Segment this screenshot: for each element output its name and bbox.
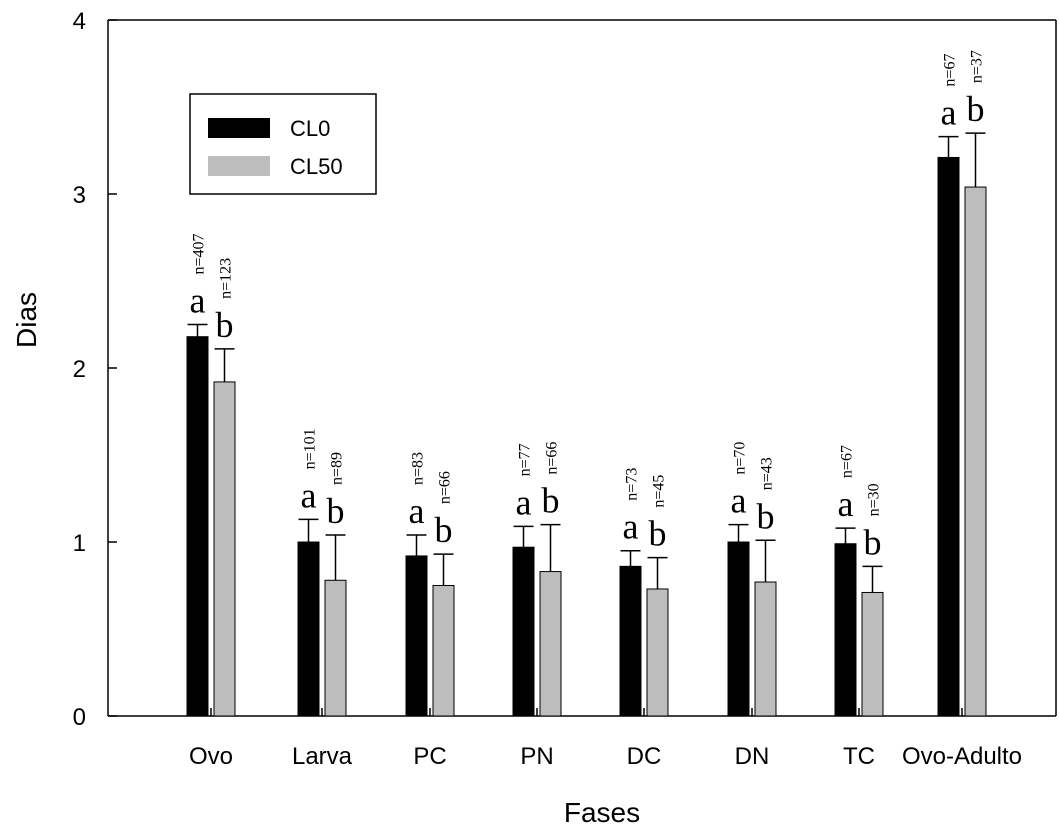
bar — [539, 571, 562, 717]
significance-letter: a — [941, 93, 957, 133]
sample-size-label: n=73 — [624, 468, 641, 501]
significance-letter: a — [301, 475, 317, 515]
y-tick-label: 3 — [73, 182, 86, 209]
significance-letter: a — [623, 507, 639, 547]
x-tick-label: PC — [413, 743, 446, 770]
bar — [834, 543, 857, 717]
legend-box — [189, 93, 377, 195]
bar — [432, 585, 455, 717]
significance-letter: b — [864, 522, 882, 562]
y-axis-label: Dias — [11, 292, 42, 348]
sample-size-label: n=77 — [517, 443, 534, 476]
bar — [727, 541, 750, 717]
sample-size-label: n=70 — [732, 442, 749, 475]
significance-letter: b — [435, 510, 453, 550]
y-tick-label: 4 — [73, 8, 86, 35]
significance-letter: b — [216, 305, 234, 345]
sample-size-label: n=407 — [191, 233, 208, 274]
x-tick-label: Ovo — [189, 743, 233, 770]
legend-swatch — [208, 156, 270, 176]
bar — [405, 555, 428, 717]
sample-size-label: n=45 — [651, 475, 668, 508]
bar — [646, 588, 669, 717]
significance-letter: a — [409, 491, 425, 531]
bar — [754, 581, 777, 717]
significance-letter: a — [516, 482, 532, 522]
sample-size-label: n=89 — [329, 452, 346, 485]
significance-letter: b — [967, 89, 985, 129]
x-tick-label: TC — [843, 743, 875, 770]
x-tick-label: PN — [520, 743, 553, 770]
legend-label: CL50 — [290, 154, 343, 179]
plot-area: 0 1 2 3 4 Ovo Larva PC PN DC DN TC Ovo-Adulto a n=407 a… — [73, 8, 1057, 770]
significance-letter: a — [838, 484, 854, 524]
sample-size-label: n=30 — [866, 483, 883, 516]
sample-size-label: n=67 — [942, 54, 959, 87]
significance-letter: b — [542, 481, 560, 521]
legend-label: CL0 — [290, 116, 330, 141]
y-tick-label: 0 — [73, 704, 86, 731]
x-tick-label: Ovo-Adulto — [902, 743, 1022, 770]
x-axis-label: Fases — [564, 797, 640, 828]
significance-letter: b — [327, 491, 345, 531]
bar — [186, 336, 209, 717]
y-tick-label: 1 — [73, 530, 86, 557]
legend-swatch — [208, 118, 270, 138]
bar — [512, 546, 535, 717]
sample-size-label: n=37 — [969, 50, 986, 83]
sample-size-label: n=101 — [302, 428, 319, 469]
significance-letter: b — [757, 496, 775, 536]
sample-size-label: n=66 — [544, 442, 561, 475]
x-tick-label: DN — [735, 743, 770, 770]
bar — [619, 565, 642, 717]
sample-size-label: n=123 — [218, 258, 235, 299]
significance-letter: b — [649, 514, 667, 554]
bar — [213, 381, 236, 717]
significance-letter: a — [731, 481, 747, 521]
sample-size-label: n=43 — [759, 457, 776, 490]
x-tick-label: Larva — [292, 743, 353, 770]
bar — [324, 579, 347, 717]
sample-size-label: n=83 — [410, 452, 427, 485]
x-tick-label: DC — [627, 743, 662, 770]
significance-letter: a — [190, 281, 206, 321]
sample-size-label: n=67 — [839, 445, 856, 478]
bar — [297, 541, 320, 717]
sample-size-label: n=66 — [437, 471, 454, 504]
y-tick-label: 2 — [73, 356, 86, 383]
bar — [937, 156, 960, 717]
bar — [964, 186, 987, 717]
bar — [861, 591, 884, 717]
